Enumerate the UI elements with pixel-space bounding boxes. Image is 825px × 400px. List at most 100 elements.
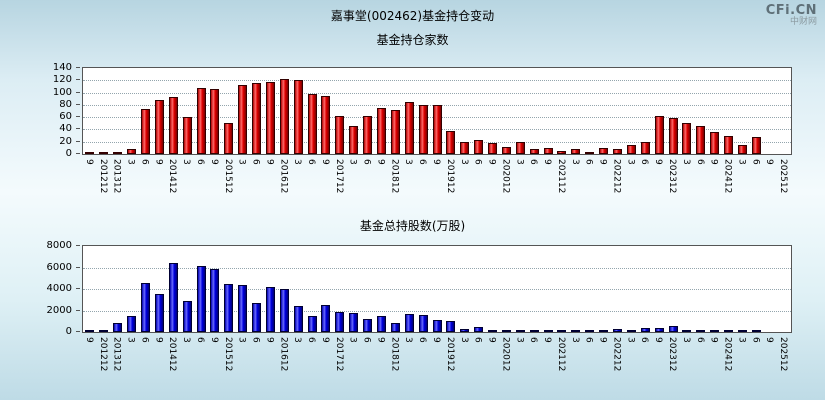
bar bbox=[724, 330, 734, 332]
bar bbox=[154, 294, 164, 332]
bar bbox=[557, 330, 567, 332]
bar bbox=[682, 123, 692, 154]
bar bbox=[252, 303, 262, 332]
x-tick-label: 202512 bbox=[778, 337, 789, 372]
bar bbox=[376, 108, 386, 154]
bar bbox=[515, 142, 525, 154]
bar bbox=[599, 330, 609, 332]
bar bbox=[376, 316, 386, 332]
y-tick-mark bbox=[76, 103, 80, 105]
x-tick-label: 3 bbox=[292, 159, 303, 165]
x-tick-label: 202312 bbox=[667, 337, 677, 372]
bar bbox=[710, 132, 720, 154]
bar bbox=[668, 326, 678, 332]
x-tick-label: 3 bbox=[458, 159, 469, 165]
bar bbox=[724, 136, 734, 154]
x-tick-label: 6 bbox=[361, 159, 372, 165]
x-tick-label: 6 bbox=[583, 337, 594, 343]
x-tick-label: 3 bbox=[625, 337, 636, 343]
bar bbox=[515, 330, 525, 332]
bar bbox=[390, 323, 400, 332]
y-tick-mark bbox=[76, 79, 80, 81]
x-tick-label: 9 bbox=[153, 337, 164, 343]
bar bbox=[113, 152, 123, 154]
x-tick-label: 9 bbox=[542, 337, 553, 343]
chart2-title: 基金总持股数(万股) bbox=[359, 219, 466, 233]
bar bbox=[293, 306, 303, 332]
bar bbox=[668, 118, 678, 154]
x-tick-label: 9 bbox=[375, 159, 386, 165]
x-tick-label: 201312 bbox=[111, 337, 122, 372]
y-tick-mark bbox=[76, 266, 80, 268]
bar bbox=[349, 126, 359, 154]
y-tick-mark bbox=[76, 331, 80, 332]
y-tick-label: 120 bbox=[52, 74, 72, 86]
x-tick-label: 9 bbox=[375, 337, 386, 343]
gridline bbox=[83, 310, 791, 312]
bar bbox=[585, 330, 595, 332]
bar bbox=[404, 102, 414, 154]
x-tick-label: 201912 bbox=[444, 337, 455, 372]
bar bbox=[127, 149, 137, 154]
x-tick-label: 6 bbox=[694, 159, 705, 165]
y-tick-mark bbox=[76, 153, 80, 154]
bar bbox=[432, 105, 442, 154]
x-tick-label: 201312 bbox=[111, 159, 122, 194]
bar bbox=[279, 79, 289, 154]
x-tick-label: 9 bbox=[486, 337, 497, 343]
x-tick-label: 3 bbox=[347, 159, 358, 165]
x-tick-label: 202012 bbox=[500, 159, 511, 194]
x-tick-label: 201412 bbox=[167, 159, 178, 194]
x-tick-label: 202412 bbox=[722, 159, 733, 194]
bar bbox=[654, 328, 664, 332]
bar bbox=[488, 143, 498, 154]
x-tick-label: 9 bbox=[653, 337, 664, 343]
bar bbox=[85, 152, 95, 154]
x-tick-label: 3 bbox=[181, 159, 192, 165]
bar bbox=[335, 116, 345, 154]
bar bbox=[543, 330, 553, 332]
y-tick-mark bbox=[76, 245, 80, 246]
x-tick-label: 6 bbox=[250, 337, 261, 343]
x-tick-label: 6 bbox=[639, 159, 650, 165]
gridline bbox=[83, 267, 791, 269]
x-tick-label: 3 bbox=[403, 159, 414, 165]
bar bbox=[737, 330, 747, 332]
bar bbox=[460, 329, 470, 332]
x-tick-label: 3 bbox=[514, 337, 525, 343]
bar bbox=[571, 149, 581, 154]
bar bbox=[210, 89, 220, 154]
x-tick-label: 201212 bbox=[97, 337, 108, 372]
x-tick-label: 201812 bbox=[389, 159, 400, 194]
y-tick-mark bbox=[76, 309, 80, 311]
bar bbox=[460, 142, 470, 154]
y-tick-mark bbox=[76, 288, 80, 289]
chart1-title: 基金持仓家数 bbox=[376, 33, 449, 47]
x-tick-label: 6 bbox=[694, 337, 705, 343]
x-tick-label: 6 bbox=[361, 337, 372, 343]
x-tick-label: 9 bbox=[431, 337, 441, 343]
x-tick-label: 202212 bbox=[611, 337, 622, 372]
bar bbox=[140, 283, 150, 332]
x-tick-label: 3 bbox=[680, 337, 691, 343]
x-tick-label: 9 bbox=[708, 337, 719, 343]
x-tick-label: 201912 bbox=[444, 159, 455, 194]
bar bbox=[474, 327, 484, 332]
x-tick-label: 3 bbox=[292, 337, 303, 343]
x-tick-label: 202412 bbox=[722, 337, 733, 372]
bar bbox=[612, 329, 622, 332]
x-tick-label: 3 bbox=[625, 159, 636, 165]
bar bbox=[182, 117, 192, 154]
x-tick-label: 6 bbox=[750, 159, 761, 165]
x-tick-label: 9 bbox=[83, 337, 94, 343]
x-tick-label: 3 bbox=[736, 337, 747, 343]
x-tick-label: 6 bbox=[306, 337, 317, 343]
bar bbox=[682, 330, 692, 332]
x-tick-label: 6 bbox=[528, 337, 539, 343]
bar bbox=[418, 315, 428, 332]
x-tick-label: 9 bbox=[597, 337, 608, 343]
bar bbox=[321, 96, 331, 154]
y-tick-label: 8000 bbox=[46, 240, 72, 251]
x-tick-label: 9 bbox=[264, 337, 275, 343]
bar bbox=[432, 320, 442, 332]
